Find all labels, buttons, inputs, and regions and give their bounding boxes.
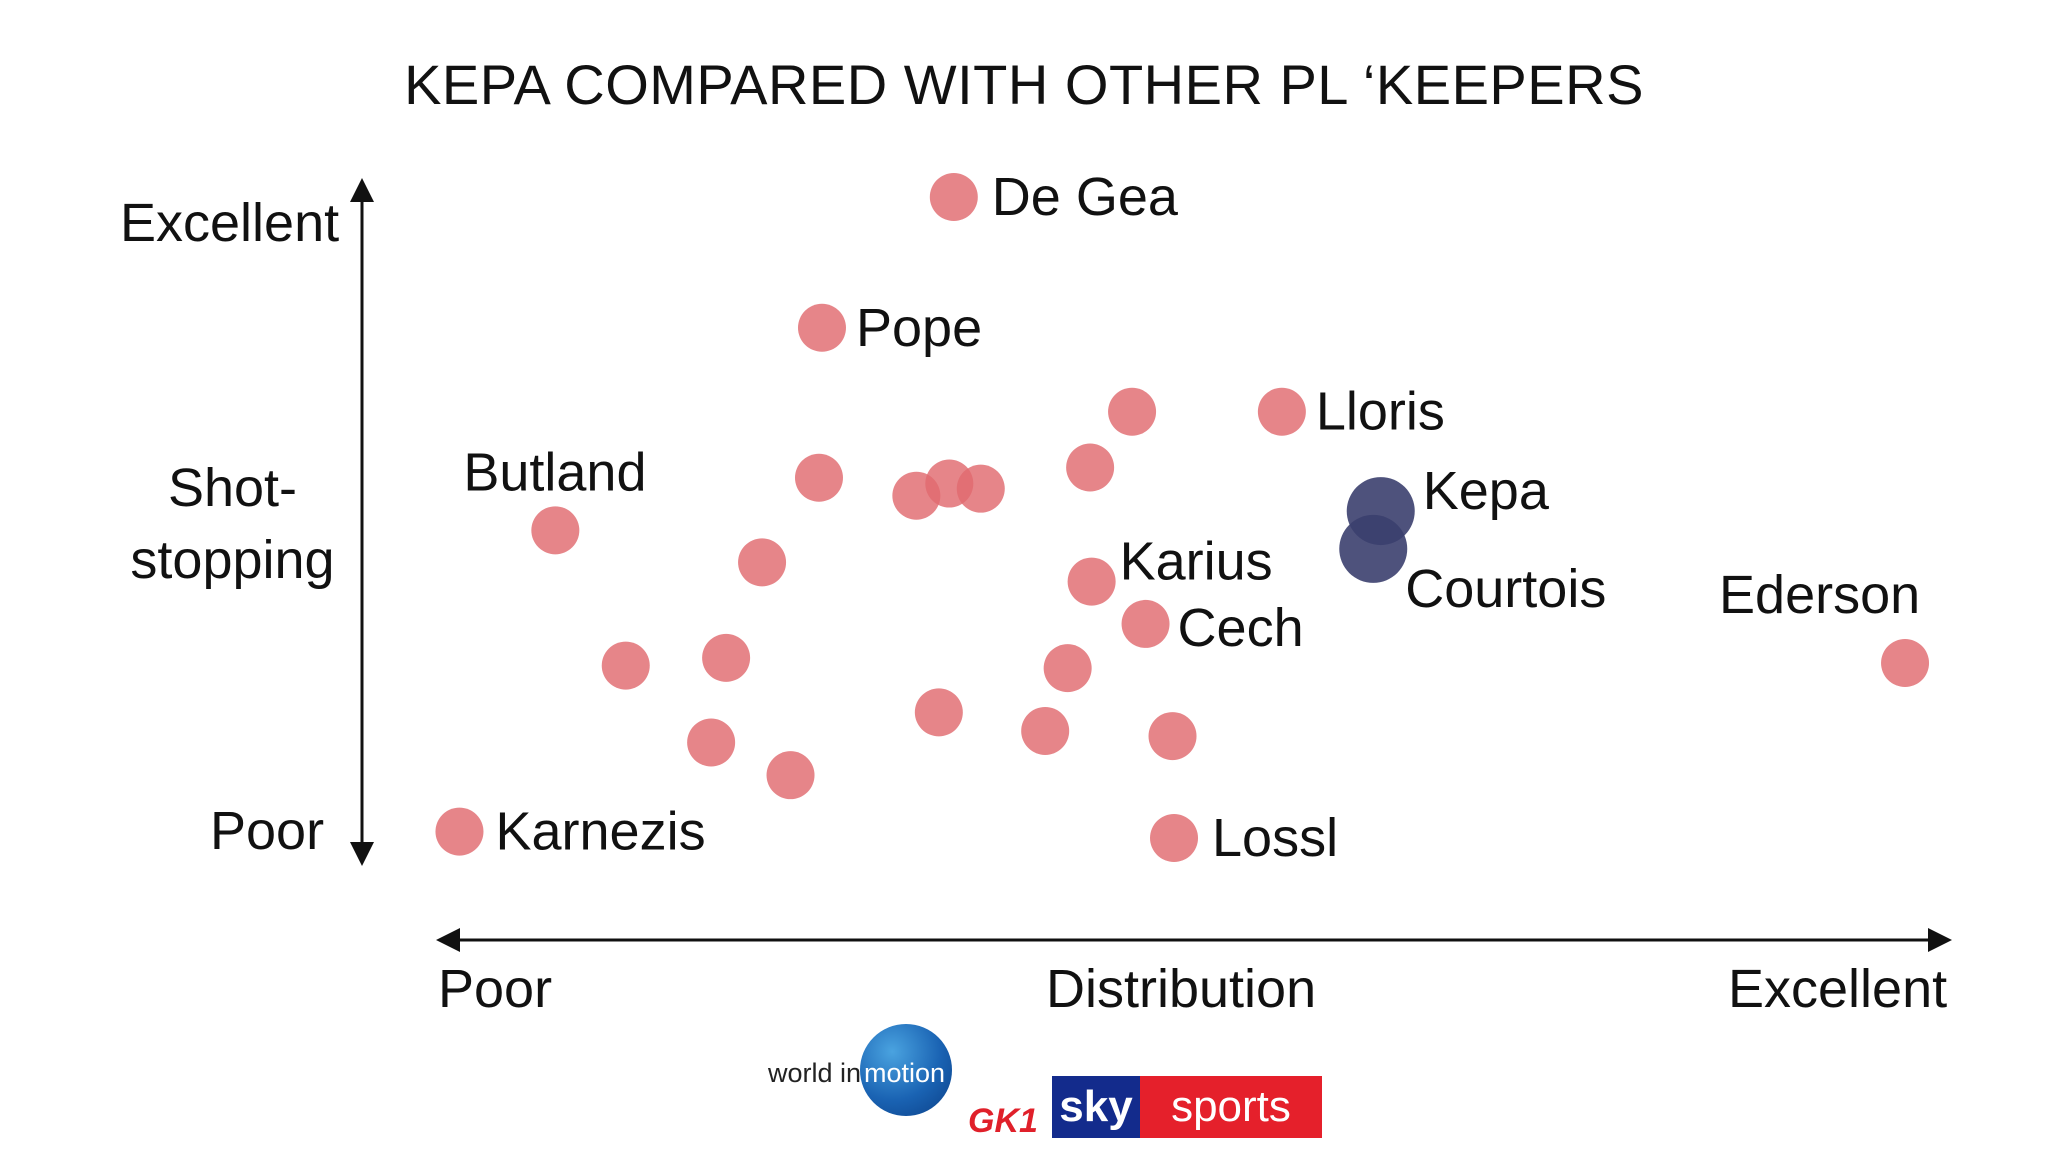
- label-cech: Cech: [1178, 598, 1304, 658]
- x-axis-title: Distribution: [1046, 959, 1317, 1019]
- y-axis-title-line-1: Shot-: [167, 458, 298, 518]
- sky-logo-text: sky: [1052, 1076, 1140, 1138]
- point-16: [1043, 644, 1092, 693]
- label-karnezis: Karnezis: [495, 802, 705, 862]
- point-23: [687, 718, 736, 767]
- label-pope: Pope: [856, 298, 982, 358]
- label-karius: Karius: [1120, 532, 1273, 592]
- point-22: [1148, 712, 1197, 761]
- world-in-motion-motion-text: motion: [864, 1058, 946, 1088]
- point-lossl: [1150, 814, 1199, 862]
- y-axis: [350, 178, 374, 866]
- point-cech: [1121, 599, 1170, 648]
- data-labels: De Gea Pope Lloris Kepa Butland Courtois Kariu…: [463, 167, 1920, 868]
- point-5: [1066, 443, 1115, 492]
- point-karius: [1067, 557, 1116, 606]
- label-lloris: Lloris: [1316, 382, 1445, 442]
- point-lloris: [1257, 387, 1306, 436]
- sponsor-logos: world in motion GK1 sky sports: [760, 1020, 1322, 1150]
- x-axis-low-label: Poor: [438, 959, 553, 1019]
- point-21: [1021, 706, 1070, 755]
- x-axis: [436, 928, 1952, 952]
- y-axis-title: Shot- stopping: [120, 452, 345, 596]
- x-axis-arrow-right: [1928, 928, 1952, 952]
- point-ederson: [1881, 639, 1930, 688]
- y-axis-arrow-down: [350, 842, 374, 866]
- sky-sports-logo: sky sports: [1052, 1076, 1322, 1138]
- chart-title: KEPA COMPARED WITH OTHER PL ‘KEEPERS: [404, 53, 1644, 116]
- label-de-gea: De Gea: [992, 167, 1179, 227]
- point-karnezis: [435, 807, 484, 856]
- label-butland: Butland: [463, 442, 646, 502]
- y-axis-high-label: Excellent: [120, 193, 340, 253]
- y-axis-arrow-up: [350, 178, 374, 202]
- label-ederson: Ederson: [1719, 565, 1920, 625]
- point-17: [702, 633, 751, 682]
- gk1-logo: GK1: [968, 1102, 1038, 1140]
- point-pope: [797, 303, 846, 352]
- y-axis-low-label: Poor: [210, 801, 325, 861]
- point-de-gea: [929, 173, 978, 221]
- point-courtois: [1339, 514, 1408, 583]
- point-18: [601, 641, 650, 690]
- point-9: [956, 464, 1005, 513]
- world-in-motion-text: world in: [768, 1058, 862, 1088]
- sports-logo-text: sports: [1140, 1076, 1322, 1138]
- point-20: [914, 688, 963, 737]
- x-axis-high-label: Excellent: [1728, 959, 1948, 1019]
- point-6: [794, 453, 843, 502]
- y-axis-title-line-2: stopping: [130, 530, 335, 590]
- data-points: [435, 173, 1930, 862]
- label-kepa: Kepa: [1423, 461, 1550, 521]
- point-24: [766, 751, 815, 800]
- point-3: [1108, 387, 1157, 436]
- point-12: [738, 538, 787, 587]
- world-in-motion-globe-icon: [860, 1024, 952, 1116]
- point-butland: [531, 506, 580, 555]
- x-axis-arrow-left: [436, 928, 460, 952]
- label-courtois: Courtois: [1405, 559, 1606, 619]
- label-lossl: Lossl: [1212, 808, 1338, 868]
